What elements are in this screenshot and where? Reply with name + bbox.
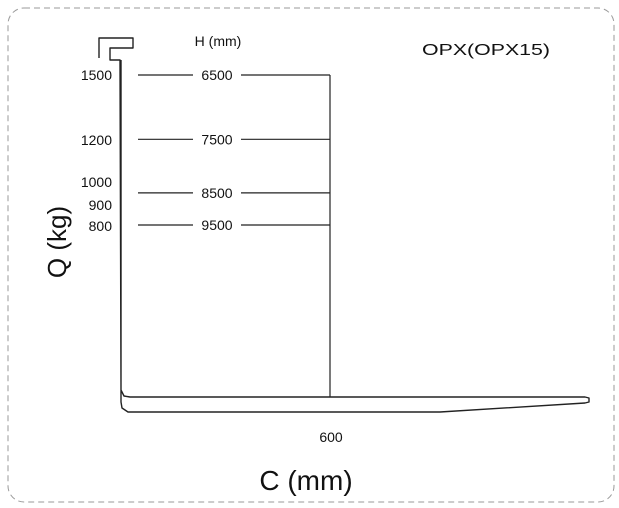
y-tick-label-800: 800	[89, 218, 113, 234]
y-tick-label-900: 900	[89, 197, 113, 213]
y-axis-label: Q (kg)	[42, 206, 72, 278]
series-label-7500: 7500	[201, 131, 232, 147]
series-label-9500: 9500	[201, 217, 232, 233]
chart-frame	[7, 7, 615, 503]
series-label-8500: 8500	[201, 185, 232, 201]
series-label-6500: 6500	[201, 67, 232, 83]
series-label: H (mm)	[195, 33, 242, 49]
y-tick-label-1000: 1000	[81, 174, 112, 190]
series-layer: 6500 7500 8500 9500	[138, 67, 330, 233]
y-tick-layer: 1500 1200 1000 900 800	[81, 67, 112, 234]
y-tick-label-1200: 1200	[81, 132, 112, 148]
fork-outline	[98, 37, 590, 413]
x-tick-label: 600	[319, 429, 343, 445]
chart-title: OPX(OPX15)	[422, 42, 550, 59]
y-tick-label-1500: 1500	[81, 67, 112, 83]
x-axis-label: C (mm)	[259, 465, 352, 496]
